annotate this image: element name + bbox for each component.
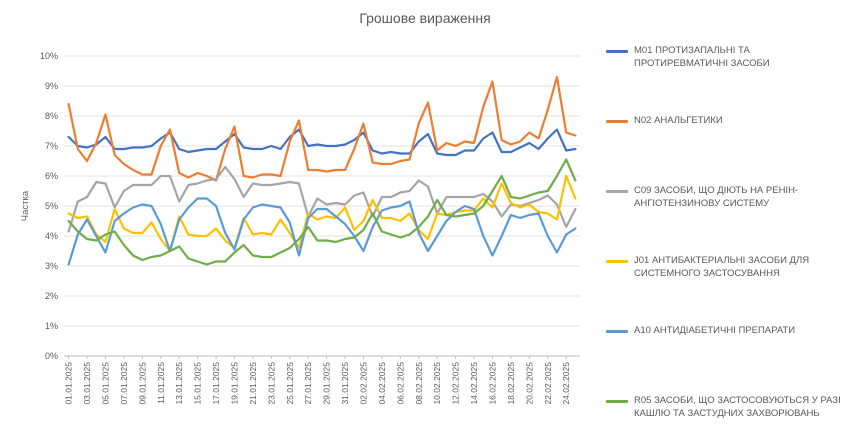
y-axis-label: Частка — [20, 190, 31, 221]
x-tick-label: 07.01.2025 — [119, 362, 129, 405]
x-tick-label: 02.02.2025 — [358, 362, 368, 405]
legend-item: N02 АНАЛЬГЕТИКИ — [606, 114, 846, 127]
x-tick-label: 09.01.2025 — [137, 362, 147, 405]
x-tick-label: 06.02.2025 — [395, 362, 405, 405]
series-line-6 — [67, 158, 577, 266]
y-tick-label: 4% — [45, 231, 58, 241]
legend-label: J01 АНТИБАКТЕРІАЛЬНІ ЗАСОБИ ДЛЯ СИСТЕМНО… — [634, 255, 810, 279]
legend-label: C09 ЗАСОБИ, ЩО ДІЮТЬ НА РЕНІН-АНГІОТЕНЗИ… — [634, 185, 799, 209]
y-tick-label: 9% — [45, 81, 58, 91]
x-tick-label: 01.01.2025 — [64, 362, 74, 405]
legend-swatch — [606, 120, 628, 123]
x-tick-label: 04.02.2025 — [377, 362, 387, 405]
x-tick-label: 18.02.2025 — [506, 362, 516, 405]
x-tick-label: 12.02.2025 — [451, 362, 461, 405]
series-line-4 — [67, 174, 577, 253]
x-tick-label: 15.01.2025 — [193, 362, 203, 405]
x-tick-label: 13.01.2025 — [174, 362, 184, 405]
legend-label: R05 ЗАСОБИ, ЩО ЗАСТОСОВУЮТЬСЯ У РАЗІ КАШ… — [634, 395, 841, 419]
x-tick-label: 21.01.2025 — [248, 362, 258, 405]
y-tick-label: 8% — [45, 111, 58, 121]
x-tick-label: 20.02.2025 — [524, 362, 534, 405]
x-tick-label: 16.02.2025 — [487, 362, 497, 405]
legend-swatch — [606, 190, 628, 193]
y-tick-label: 10% — [40, 51, 58, 61]
series-line-1 — [67, 128, 577, 157]
x-tick-label: 17.01.2025 — [211, 362, 221, 405]
x-tick-label: 11.01.2025 — [156, 362, 166, 404]
x-tick-label: 08.02.2025 — [414, 362, 424, 405]
legend-swatch — [606, 400, 628, 403]
legend-label: N02 АНАЛЬГЕТИКИ — [634, 115, 723, 126]
series-line-2 — [67, 75, 577, 182]
x-tick-label: 31.01.2025 — [340, 362, 350, 405]
x-tick-label: 10.02.2025 — [432, 362, 442, 405]
legend-item: A10 АНТИДІАБЕТИЧНІ ПРЕПАРАТИ — [606, 324, 846, 337]
x-tick-label: 24.02.2025 — [561, 362, 571, 405]
legend-label: M01 ПРОТИЗАПАЛЬНІ ТА ПРОТИРЕВМАТИЧНІ ЗАС… — [634, 45, 770, 69]
y-tick-label: 0% — [45, 351, 58, 361]
y-tick-label: 5% — [45, 201, 58, 211]
x-tick-label: 03.01.2025 — [82, 362, 92, 405]
x-tick-label: 29.01.2025 — [322, 362, 332, 405]
x-tick-label: 22.02.2025 — [543, 362, 553, 405]
y-tick-label: 2% — [45, 291, 58, 301]
x-tick-label: 05.01.2025 — [100, 362, 110, 405]
x-tick-label: 14.02.2025 — [469, 362, 479, 405]
x-tick-label: 23.01.2025 — [266, 362, 276, 405]
legend-item: C09 ЗАСОБИ, ЩО ДІЮТЬ НА РЕНІН-АНГІОТЕНЗИ… — [606, 184, 846, 210]
x-tick-label: 27.01.2025 — [303, 362, 313, 405]
legend-label: A10 АНТИДІАБЕТИЧНІ ПРЕПАРАТИ — [634, 325, 796, 336]
legend-swatch — [606, 50, 628, 53]
y-tick-label: 1% — [45, 321, 58, 331]
legend-item: R05 ЗАСОБИ, ЩО ЗАСТОСОВУЮТЬСЯ У РАЗІ КАШ… — [606, 394, 846, 420]
y-tick-label: 6% — [45, 171, 58, 181]
series-line-3 — [67, 165, 577, 233]
legend-item: M01 ПРОТИЗАПАЛЬНІ ТА ПРОТИРЕВМАТИЧНІ ЗАС… — [606, 44, 846, 70]
legend-item: J01 АНТИБАКТЕРІАЛЬНІ ЗАСОБИ ДЛЯ СИСТЕМНО… — [606, 254, 846, 280]
chart-title: Грошове вираження — [359, 10, 491, 26]
legend-swatch — [606, 330, 628, 333]
x-tick-label: 19.01.2025 — [229, 362, 239, 405]
y-tick-label: 7% — [45, 141, 58, 151]
x-tick-label: 25.01.2025 — [285, 362, 295, 405]
legend-swatch — [606, 260, 628, 263]
y-tick-label: 3% — [45, 261, 58, 271]
series-line-5 — [67, 197, 577, 266]
